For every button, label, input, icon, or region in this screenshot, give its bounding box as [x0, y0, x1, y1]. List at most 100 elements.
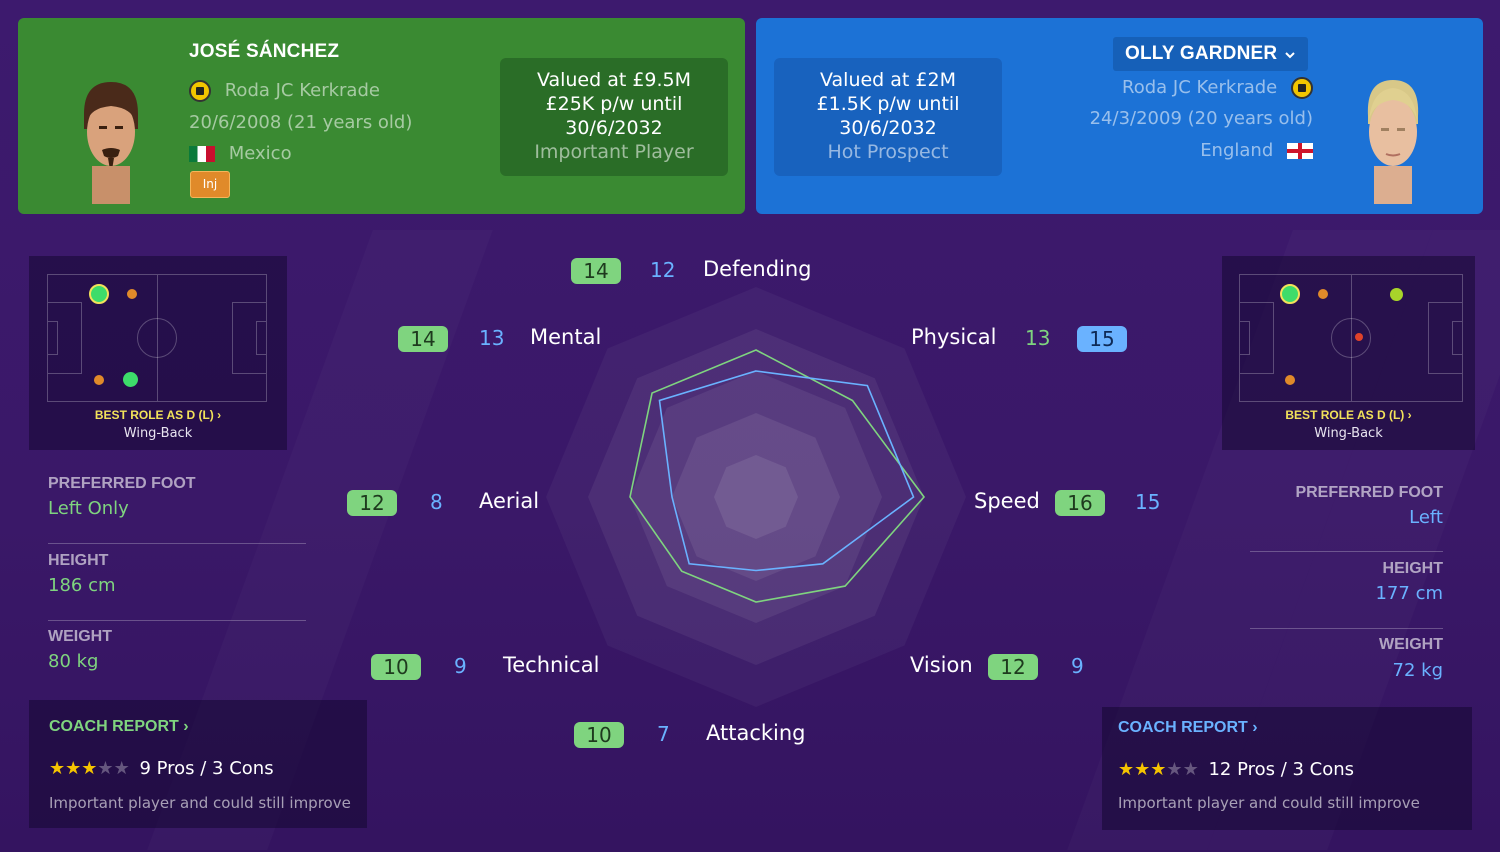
position-dot: [1280, 284, 1300, 304]
best-role-name: Wing-Back: [123, 426, 193, 441]
preferred-foot-label: PREFERRED FOOT: [1295, 484, 1443, 501]
left-player-card: JOSÉ SÁNCHEZ Roda JC Kerkrade 20/6/2008 …: [18, 18, 745, 214]
radar-series-right: [658, 370, 915, 572]
player-status: Hot Prospect: [827, 141, 949, 163]
aerial-label: Aerial: [479, 489, 540, 513]
right-player-value-box: Valued at £2M £1.5K p/w until 30/6/2032 …: [774, 58, 1002, 176]
left-player-club[interactable]: Roda JC Kerkrade: [189, 80, 380, 102]
right-position-map[interactable]: BEST ROLE AS D (L) › Wing-Back: [1222, 256, 1475, 450]
divider: [1250, 628, 1443, 629]
club-badge-icon: [189, 80, 211, 102]
right-player-card: Valued at £2M £1.5K p/w until 30/6/2032 …: [756, 18, 1483, 214]
position-dot: [1355, 333, 1363, 341]
preferred-foot-label: PREFERRED FOOT: [48, 475, 196, 492]
wage-line: £1.5K p/w until: [816, 93, 960, 115]
right-player-name: OLLY GARDNER: [1125, 43, 1278, 64]
attacking-right-value: 7: [657, 722, 670, 746]
position-dot: [127, 289, 137, 299]
coach-summary: 12 Pros / 3 Cons: [1208, 759, 1355, 780]
right-player-dob: 24/3/2009 (20 years old): [1089, 108, 1313, 129]
pitch-diagram: [1239, 274, 1463, 402]
weight-value: 80 kg: [48, 651, 99, 672]
left-player-nationality: Mexico: [189, 143, 292, 164]
position-dot: [1318, 289, 1328, 299]
wage-line: £25K p/w until: [545, 93, 683, 115]
left-coach-report[interactable]: COACH REPORT › ★★★★★ 9 Pros / 3 Cons Imp…: [29, 700, 367, 828]
player-face-icon: [84, 82, 138, 204]
mental-left-value: 14: [398, 326, 448, 352]
defending-left-value: 14: [571, 258, 621, 284]
mexico-flag-icon: [189, 146, 215, 162]
divider: [48, 543, 306, 544]
radar-ring: [546, 287, 966, 707]
height-value: 186 cm: [48, 575, 116, 596]
coach-rating: ★★★★★ 12 Pros / 3 Cons: [1118, 759, 1354, 780]
best-role-name: Wing-Back: [1314, 426, 1383, 441]
position-dot: [94, 375, 104, 385]
attacking-label: Attacking: [706, 721, 806, 745]
right-coach-report[interactable]: COACH REPORT › ★★★★★ 12 Pros / 3 Cons Im…: [1102, 707, 1472, 830]
radar-ring: [714, 455, 798, 539]
star-icon: ★: [81, 758, 98, 779]
star-icon: ★: [1134, 759, 1151, 780]
player-status: Important Player: [534, 141, 694, 163]
coach-summary: 9 Pros / 3 Cons: [139, 758, 274, 779]
preferred-foot-value: Left Only: [48, 498, 129, 519]
value-line: Valued at £9.5M: [536, 69, 692, 91]
physical-left-value: 13: [1025, 326, 1051, 350]
radar-series-left: [629, 349, 926, 603]
star-icon: ★: [1182, 759, 1199, 780]
vision-label: Vision: [910, 653, 973, 677]
contract-end: 30/6/2032: [565, 117, 663, 139]
star-icon: ★: [113, 758, 130, 779]
mental-right-value: 13: [479, 326, 505, 350]
left-player-value-box: Valued at £9.5M £25K p/w until 30/6/2032…: [500, 58, 728, 176]
position-dot: [123, 372, 138, 387]
aerial-right-value: 8: [430, 490, 443, 514]
club-badge-icon: [1291, 77, 1313, 99]
defending-label: Defending: [703, 257, 812, 281]
player-select-dropdown[interactable]: OLLY GARDNER: [1113, 37, 1308, 71]
mental-label: Mental: [530, 325, 602, 349]
contract-end: 30/6/2032: [839, 117, 937, 139]
height-label: HEIGHT: [1382, 560, 1443, 577]
position-dot: [89, 284, 109, 304]
star-icon: ★: [1150, 759, 1167, 780]
vision-right-value: 9: [1071, 654, 1084, 678]
left-position-map[interactable]: BEST ROLE AS D (L) › Wing-Back: [29, 256, 287, 450]
left-player-name[interactable]: JOSÉ SÁNCHEZ: [189, 41, 340, 62]
speed-left-value: 16: [1055, 490, 1105, 516]
physical-right-value: 15: [1077, 326, 1127, 352]
technical-right-value: 9: [454, 654, 467, 678]
speed-label: Speed: [974, 489, 1040, 513]
position-dot: [1390, 288, 1403, 301]
coach-description: Important player and could still improve: [49, 794, 351, 812]
right-player-club[interactable]: Roda JC Kerkrade: [1122, 77, 1313, 99]
aerial-left-value: 12: [347, 490, 397, 516]
coach-description: Important player and could still improve: [1118, 794, 1420, 812]
divider: [48, 620, 306, 621]
right-player-nationality: England: [1200, 140, 1313, 161]
coach-rating: ★★★★★ 9 Pros / 3 Cons: [49, 758, 274, 779]
preferred-foot-value: Left: [1409, 507, 1443, 528]
best-role-link[interactable]: BEST ROLE AS D (L) ›: [1285, 408, 1412, 422]
weight-value: 72 kg: [1392, 660, 1443, 681]
radar-ring: [630, 371, 882, 623]
best-role-link[interactable]: BEST ROLE AS D (L) ›: [94, 408, 222, 422]
star-icon: ★: [49, 758, 66, 779]
pitch-diagram: [47, 274, 267, 402]
injury-badge[interactable]: Inj: [190, 171, 230, 198]
radar-ring: [588, 329, 924, 665]
height-label: HEIGHT: [48, 552, 109, 569]
coach-report-link[interactable]: COACH REPORT ›: [1118, 719, 1258, 736]
physical-label: Physical: [911, 325, 997, 349]
star-icon: ★: [1118, 759, 1135, 780]
speed-right-value: 15: [1135, 490, 1161, 514]
weight-label: WEIGHT: [1379, 636, 1443, 653]
defending-right-value: 12: [650, 258, 676, 282]
coach-report-link[interactable]: COACH REPORT ›: [49, 718, 189, 735]
left-player-dob: 20/6/2008 (21 years old): [189, 112, 413, 133]
star-icon: ★: [97, 758, 114, 779]
star-icon: ★: [1166, 759, 1183, 780]
